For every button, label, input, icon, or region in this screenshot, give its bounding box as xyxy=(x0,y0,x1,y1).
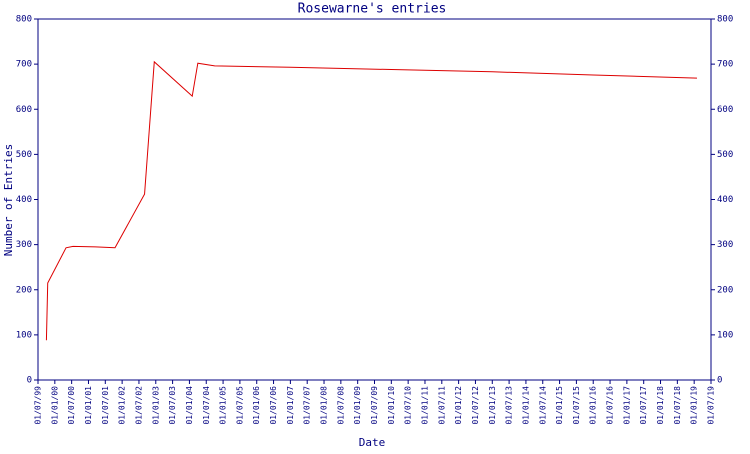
plot-frame xyxy=(37,18,712,381)
y-tick-label: 200 xyxy=(16,285,32,295)
x-tick-label: 01/07/03 xyxy=(168,386,177,425)
x-tick-label: 01/01/05 xyxy=(219,386,228,425)
x-tick-label: 01/07/19 xyxy=(707,386,716,425)
y-tick-label: 300 xyxy=(16,240,32,250)
x-tick-label: 01/01/02 xyxy=(118,386,127,425)
y2-tick-label: 0 xyxy=(717,376,722,386)
x-tick-label: 01/01/17 xyxy=(622,386,631,425)
y2-tick-label: 800 xyxy=(717,15,733,25)
y2-tick-label: 700 xyxy=(717,60,733,70)
x-tick-label: 01/07/07 xyxy=(303,386,312,425)
x-tick-label: 01/07/09 xyxy=(370,386,379,425)
chart-title: Rosewarne's entries xyxy=(298,2,447,17)
x-tick-label: 01/01/00 xyxy=(50,386,59,425)
x-tick-label: 01/07/99 xyxy=(34,386,43,425)
y2-tick-label: 200 xyxy=(717,285,733,295)
data-line xyxy=(45,60,697,341)
x-tick-label: 01/01/19 xyxy=(690,386,699,425)
y-tick-label: 100 xyxy=(16,330,32,340)
x-tick-label: 01/07/01 xyxy=(101,386,110,425)
x-tick-label: 01/01/10 xyxy=(387,386,396,425)
x-tick-label: 01/01/01 xyxy=(84,386,93,425)
x-tick-label: 01/07/18 xyxy=(673,386,682,425)
x-tick-label: 01/07/13 xyxy=(505,386,514,425)
y2-tick-label: 400 xyxy=(717,195,733,205)
y-tick-label: 400 xyxy=(16,195,32,205)
x-tick-label: 01/07/17 xyxy=(639,386,648,425)
y2-tick-label: 600 xyxy=(717,105,733,115)
x-tick-label: 01/07/02 xyxy=(134,386,143,425)
x-tick-label: 01/01/04 xyxy=(185,386,194,425)
x-tick-label: 01/01/11 xyxy=(420,386,429,425)
y-tick-label: 0 xyxy=(27,376,32,386)
x-tick-label: 01/01/13 xyxy=(488,386,497,425)
x-tick-label: 01/01/18 xyxy=(656,386,665,425)
x-tick-label: 01/07/12 xyxy=(471,386,480,425)
x-tick-label: 01/01/07 xyxy=(286,386,295,425)
y2-tick-label: 100 xyxy=(717,330,733,340)
y-axis-label: Number of Entries xyxy=(2,144,15,257)
y-tick-label: 500 xyxy=(16,150,32,160)
y2-tick-label: 500 xyxy=(717,150,733,160)
x-tick-label: 01/07/14 xyxy=(538,386,547,425)
x-tick-label: 01/01/15 xyxy=(555,386,564,425)
x-tick-label: 01/01/14 xyxy=(521,386,530,425)
x-tick-label: 01/01/16 xyxy=(589,386,598,425)
x-tick-label: 01/07/11 xyxy=(437,386,446,425)
x-tick-label: 01/01/06 xyxy=(252,386,261,425)
x-tick-label: 01/07/10 xyxy=(404,386,413,425)
y-tick-label: 600 xyxy=(16,105,32,115)
x-tick-label: 01/07/04 xyxy=(202,386,211,425)
x-tick-label: 01/07/15 xyxy=(572,386,581,425)
x-tick-label: 01/01/12 xyxy=(454,386,463,425)
x-tick-label: 01/07/05 xyxy=(235,386,244,425)
y-tick-label: 700 xyxy=(16,60,32,70)
x-tick-label: 01/01/09 xyxy=(353,386,362,425)
y-tick-label: 800 xyxy=(16,15,32,25)
x-axis-label: Date xyxy=(359,436,386,449)
x-tick-label: 01/07/08 xyxy=(336,386,345,425)
x-tick-label: 01/07/16 xyxy=(606,386,615,425)
x-tick-label: 01/07/00 xyxy=(67,386,76,425)
x-tick-label: 01/01/08 xyxy=(320,386,329,425)
x-tick-label: 01/07/06 xyxy=(269,386,278,425)
y2-tick-label: 300 xyxy=(717,240,733,250)
x-tick-label: 01/01/03 xyxy=(151,386,160,425)
